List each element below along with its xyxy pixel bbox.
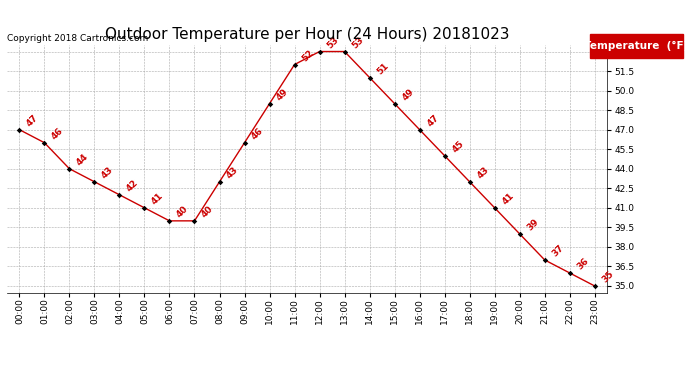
- Text: 35: 35: [600, 269, 615, 285]
- Text: 43: 43: [100, 165, 115, 180]
- Text: Temperature  (°F): Temperature (°F): [584, 41, 689, 51]
- Text: 49: 49: [400, 87, 415, 102]
- Title: Outdoor Temperature per Hour (24 Hours) 20181023: Outdoor Temperature per Hour (24 Hours) …: [105, 27, 509, 42]
- Text: 44: 44: [75, 152, 90, 167]
- Text: 43: 43: [475, 165, 491, 180]
- Text: 41: 41: [500, 191, 515, 207]
- Text: 53: 53: [350, 35, 365, 50]
- Text: 45: 45: [450, 139, 466, 154]
- Text: 37: 37: [550, 243, 566, 258]
- Text: 46: 46: [250, 126, 266, 141]
- Text: 46: 46: [50, 126, 66, 141]
- Text: 53: 53: [325, 35, 340, 50]
- Text: 47: 47: [25, 113, 40, 128]
- Text: 49: 49: [275, 87, 290, 102]
- Text: 42: 42: [125, 178, 140, 194]
- Text: 40: 40: [200, 204, 215, 219]
- Text: 40: 40: [175, 204, 190, 219]
- Text: 36: 36: [575, 256, 591, 272]
- Text: 47: 47: [425, 113, 440, 128]
- Text: 51: 51: [375, 61, 391, 76]
- Text: 52: 52: [300, 48, 315, 63]
- Text: 41: 41: [150, 191, 166, 207]
- Text: Copyright 2018 Cartronics.com: Copyright 2018 Cartronics.com: [7, 34, 148, 43]
- Text: 39: 39: [525, 217, 540, 232]
- Text: 43: 43: [225, 165, 240, 180]
